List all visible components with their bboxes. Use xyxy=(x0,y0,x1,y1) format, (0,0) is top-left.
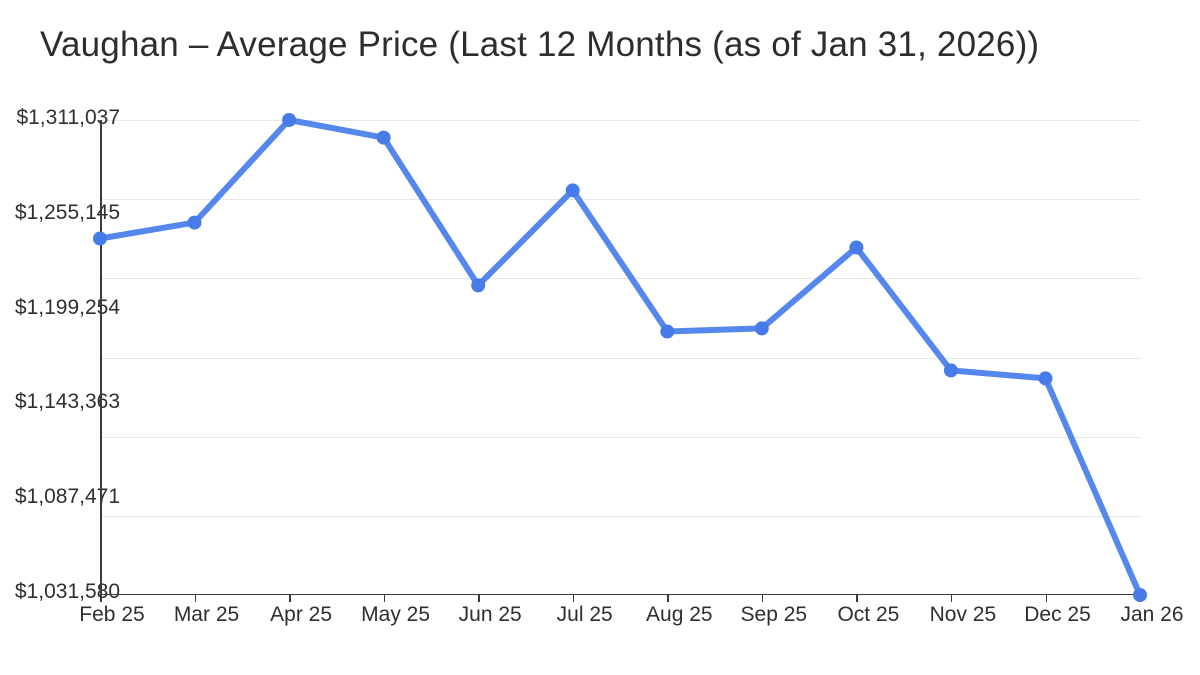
data-point-jul-25 xyxy=(565,183,580,198)
x-axis-label: Sep 25 xyxy=(740,603,808,626)
x-axis-tick xyxy=(100,595,102,602)
y-axis-label: $1,087,471 xyxy=(14,485,120,509)
x-axis-tick xyxy=(478,595,480,602)
data-point-mar-25 xyxy=(187,215,202,230)
plot-area: $1,311,037 $1,255,145 $1,199,254 $1,143,363… xyxy=(15,106,1184,626)
x-axis-label: Dec 25 xyxy=(1024,603,1091,626)
x-axis-label: Jan 26 xyxy=(1120,603,1184,626)
gridline-horizontal xyxy=(100,278,1141,280)
data-point-nov-25 xyxy=(943,363,958,378)
gridline-horizontal xyxy=(100,199,1141,201)
x-axis-tick xyxy=(572,595,575,602)
x-axis-label: May 25 xyxy=(361,603,431,626)
x-axis-tick xyxy=(1045,595,1047,602)
y-axis-label: $1,031,580 xyxy=(14,580,120,603)
y-axis-label: $1,143,363 xyxy=(14,390,120,414)
data-point-sep-25 xyxy=(754,321,769,336)
x-axis-label: Oct 25 xyxy=(837,603,900,626)
gridline-horizontal xyxy=(100,436,1141,438)
x-axis-label: Jun 25 xyxy=(458,603,522,626)
x-axis-line xyxy=(100,593,1141,596)
price-line-chart xyxy=(93,113,1147,602)
data-point-may-25 xyxy=(376,130,391,145)
x-axis-tick xyxy=(950,595,953,602)
gridline-horizontal xyxy=(100,357,1141,359)
x-axis-label: Apr 25 xyxy=(270,603,333,626)
data-point-oct-25 xyxy=(849,240,864,255)
x-axis-label: Feb 25 xyxy=(79,603,145,626)
x-axis-tick xyxy=(856,595,858,602)
y-axis-label: $1,311,037 xyxy=(16,106,120,129)
x-axis-label: Nov 25 xyxy=(929,603,997,626)
y-axis-line xyxy=(100,120,102,595)
y-axis-label: $1,199,254 xyxy=(14,295,120,319)
x-axis-tick xyxy=(761,595,764,602)
x-axis-label: Mar 25 xyxy=(173,603,240,626)
data-point-aug-25 xyxy=(660,324,675,339)
data-point-dec-25 xyxy=(1038,371,1053,386)
x-axis-tick xyxy=(194,595,196,602)
x-axis-label: Aug 25 xyxy=(646,603,713,626)
data-point-jun-25 xyxy=(471,278,486,293)
chart-title: Vaughan – Average Price (Last 12 Months … xyxy=(40,25,1040,64)
gridline-horizontal xyxy=(100,120,1141,121)
gridline-horizontal xyxy=(100,515,1141,517)
data-point-feb-25 xyxy=(93,231,107,246)
x-axis-tick xyxy=(289,595,291,602)
x-axis-tick xyxy=(383,595,386,602)
price-line xyxy=(97,117,1143,598)
x-axis-tick xyxy=(667,595,669,602)
data-point-jan-26 xyxy=(1133,588,1147,602)
x-axis-label: Jul 25 xyxy=(556,603,613,626)
data-point-apr-25 xyxy=(282,113,297,127)
y-axis-label: $1,255,145 xyxy=(14,200,120,224)
